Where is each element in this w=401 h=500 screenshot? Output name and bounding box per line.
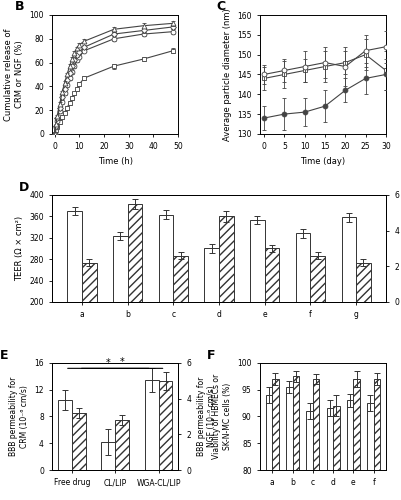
Bar — [312, 379, 318, 470]
Y-axis label: Average particle diameter (nm): Average particle diameter (nm) — [222, 8, 231, 141]
Bar — [271, 379, 278, 470]
Bar — [326, 408, 332, 470]
Y-axis label: TEER (Ω × cm²): TEER (Ω × cm²) — [15, 216, 24, 281]
Bar — [115, 420, 129, 470]
Bar — [373, 379, 379, 470]
Bar — [173, 256, 188, 302]
Bar — [352, 379, 359, 470]
Y-axis label: BBB permeability for
NGF (10⁻⁶ cm/s): BBB permeability for NGF (10⁻⁶ cm/s) — [196, 377, 216, 456]
Bar — [355, 262, 370, 302]
Text: B: B — [14, 0, 24, 13]
Bar — [264, 248, 279, 302]
Bar — [72, 413, 85, 470]
Bar — [204, 248, 219, 302]
Text: D: D — [19, 180, 29, 194]
Bar — [58, 400, 72, 470]
Text: *: * — [119, 358, 124, 368]
Bar — [128, 204, 142, 302]
Bar — [310, 256, 324, 302]
Text: *: * — [105, 358, 110, 368]
Bar — [286, 387, 292, 470]
Bar — [346, 400, 352, 470]
Bar — [82, 262, 96, 302]
Bar — [265, 395, 271, 470]
Bar — [341, 218, 355, 302]
Bar — [113, 236, 128, 302]
Text: C: C — [215, 0, 225, 13]
Bar — [144, 380, 158, 470]
Y-axis label: Viability of HBMECs or
SK-N-MC cells (%): Viability of HBMECs or SK-N-MC cells (%) — [212, 374, 231, 459]
Bar — [306, 411, 312, 470]
Bar — [292, 376, 298, 470]
Text: F: F — [207, 348, 215, 362]
Bar — [332, 406, 339, 470]
Bar — [219, 216, 233, 302]
Text: E: E — [0, 348, 8, 362]
Y-axis label: BBB permeability for
CRM (10⁻⁶ cm/s): BBB permeability for CRM (10⁻⁶ cm/s) — [9, 377, 29, 456]
Bar — [295, 234, 310, 302]
Bar — [366, 403, 373, 470]
Bar — [158, 381, 172, 470]
Bar — [101, 442, 115, 470]
Bar — [249, 220, 264, 302]
X-axis label: Time (h): Time (h) — [97, 157, 132, 166]
X-axis label: Time (day): Time (day) — [300, 157, 345, 166]
Bar — [67, 211, 82, 302]
Y-axis label: Cumulative release of
CRM or NGF (%): Cumulative release of CRM or NGF (%) — [4, 28, 24, 120]
Bar — [158, 214, 173, 302]
